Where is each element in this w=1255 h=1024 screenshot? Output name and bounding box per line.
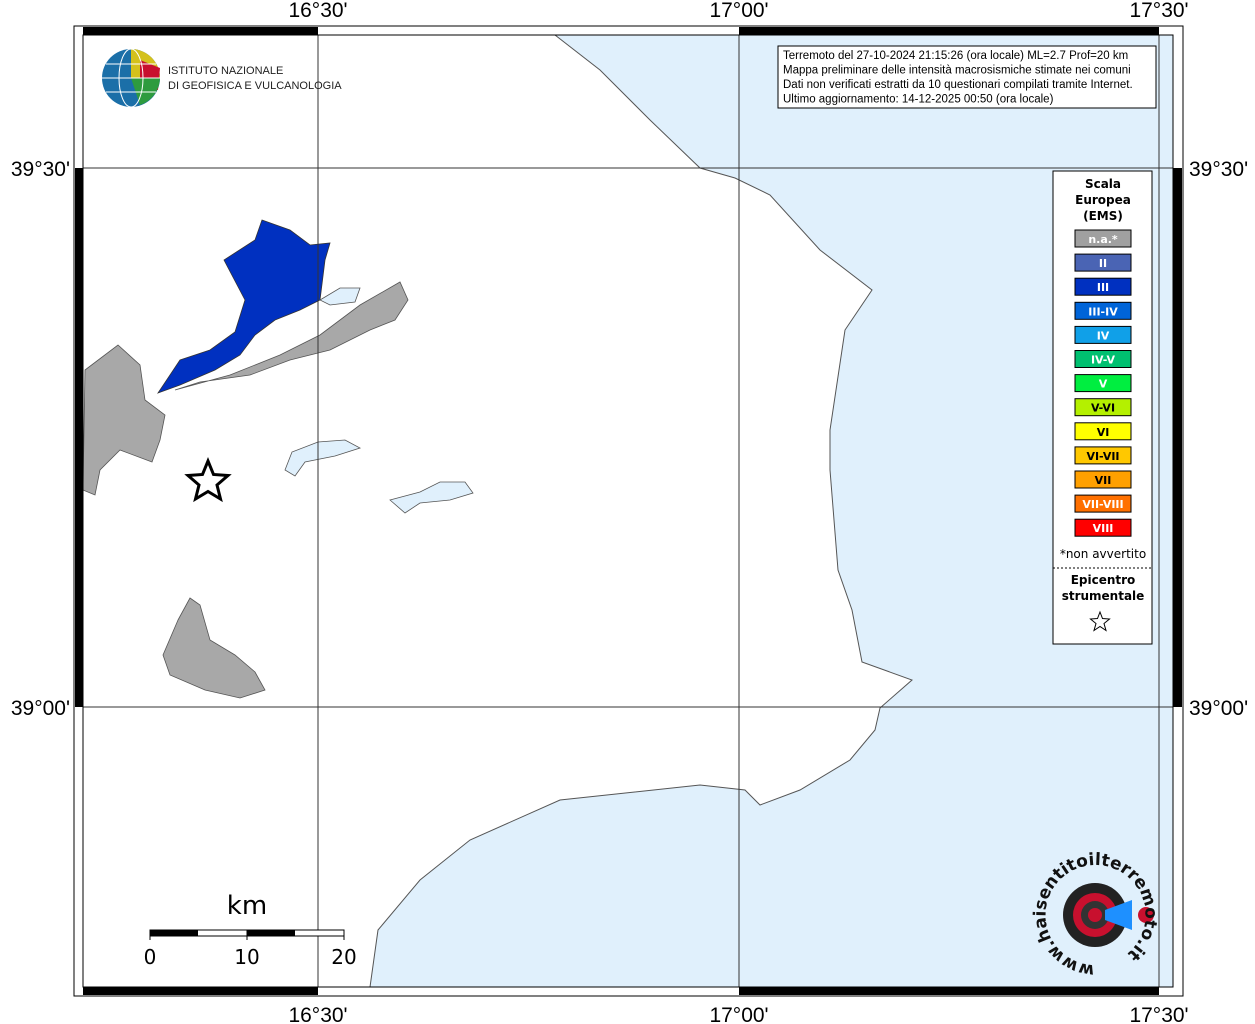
- legend-label: VI: [1097, 426, 1110, 439]
- lon-label: 17°30': [1129, 0, 1188, 22]
- legend-title: Europea: [1075, 193, 1131, 207]
- ingv-logo: ISTITUTO NAZIONALE DI GEOFISICA E VULCAN…: [102, 48, 342, 108]
- legend-label: VI-VII: [1086, 450, 1119, 463]
- legend-box: [1052, 170, 1153, 645]
- legend-swatch: [1074, 446, 1132, 465]
- legend-epicenter: strumentale: [1062, 589, 1145, 603]
- legend-label: VIII: [1093, 522, 1114, 535]
- legend-swatch: [1074, 253, 1132, 272]
- scale-unit: km: [227, 891, 267, 921]
- legend-epicenter: Epicentro: [1071, 573, 1136, 587]
- lake: [389, 481, 474, 514]
- lake: [319, 287, 361, 306]
- scale-label: 10: [234, 945, 259, 969]
- legend-label: III: [1097, 281, 1109, 294]
- lat-label: 39°30': [1189, 158, 1248, 181]
- info-line: Ultimo aggiornamento: 14-12-2025 00:50 (…: [783, 94, 1054, 106]
- graticule: [83, 35, 1173, 987]
- region-na: [82, 344, 166, 496]
- legend-swatch: [1074, 229, 1132, 248]
- legend-swatch: [1074, 277, 1132, 296]
- scale-label: 0: [144, 945, 157, 969]
- lon-label: 17°00': [709, 1004, 768, 1024]
- legend-swatch: [1074, 374, 1132, 393]
- region-iii: [156, 219, 331, 394]
- legend-label: IV-V: [1091, 354, 1116, 367]
- info-line: Mappa preliminare delle intensità macros…: [783, 65, 1131, 77]
- scale-bar: [149, 929, 345, 940]
- legend-swatch: [1074, 422, 1132, 441]
- legend-swatch: [1074, 398, 1132, 417]
- legend-title: (EMS): [1083, 209, 1123, 223]
- legend-label: VII: [1095, 474, 1112, 487]
- legend-label: VII-VIII: [1082, 498, 1123, 511]
- legend-swatch: [1074, 518, 1132, 537]
- legend-label: III-IV: [1088, 305, 1118, 318]
- lat-label: 39°00': [11, 697, 70, 720]
- epicenter-star: [184, 457, 232, 503]
- legend-swatch: [1074, 325, 1132, 344]
- lon-label: 17°00': [709, 0, 768, 22]
- lon-label: 17°30': [1129, 1004, 1188, 1024]
- legend-swatch: [1074, 350, 1132, 368]
- legend-swatch: [1074, 301, 1132, 320]
- legend-swatch: [1074, 470, 1132, 489]
- lat-label: 39°30': [11, 158, 70, 181]
- logo-text: ISTITUTO NAZIONALE: [168, 65, 283, 77]
- legend-label: IV: [1097, 329, 1110, 342]
- scale-label: 20: [331, 945, 356, 969]
- legend-swatch: [1074, 494, 1132, 513]
- site-logo: www.haisentitoilterremoto.it: [1030, 850, 1160, 980]
- legend-label: V-VI: [1091, 402, 1115, 415]
- legend-note: *non avvertito: [1060, 547, 1146, 561]
- legend-title: Scala: [1085, 177, 1121, 191]
- info-box: [777, 45, 1157, 109]
- legend-label: n.a.*: [1088, 233, 1118, 246]
- region-na: [162, 597, 266, 699]
- legend-label: V: [1099, 378, 1108, 391]
- info-line: Dati non verificati estratti da 10 quest…: [783, 79, 1133, 91]
- legend-star: [1089, 610, 1111, 632]
- lat-label: 39°00': [1189, 697, 1248, 720]
- sea: [369, 34, 1174, 988]
- region-na: [174, 281, 409, 391]
- lon-label: 16°30': [288, 1004, 347, 1024]
- frame: [73, 25, 1184, 997]
- logo-text: DI GEOFISICA E VULCANOLOGIA: [168, 80, 342, 92]
- lon-label: 16°30': [288, 0, 347, 22]
- lake: [284, 439, 362, 477]
- info-line: Terremoto del 27-10-2024 21:15:26 (ora l…: [783, 50, 1128, 62]
- legend-label: II: [1099, 257, 1107, 270]
